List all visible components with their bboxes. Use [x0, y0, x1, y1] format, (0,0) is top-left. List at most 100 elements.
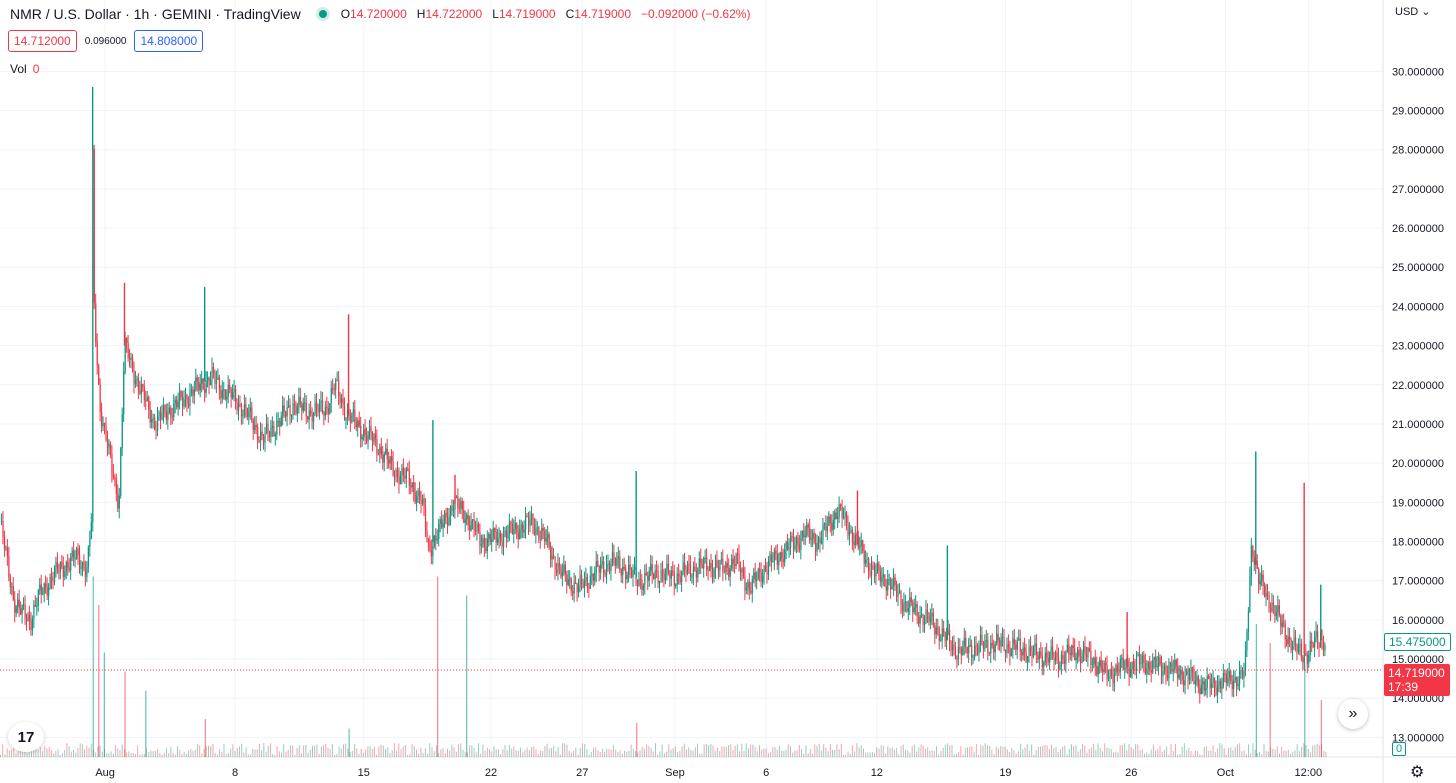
volume-bar: [606, 748, 608, 757]
candle-body: [664, 570, 667, 581]
candle-body: [1202, 681, 1204, 685]
candle-body: [1162, 671, 1164, 677]
ask-price-button[interactable]: 14.808000: [134, 30, 204, 52]
candle-body: [1315, 631, 1317, 638]
volume-bar: [816, 745, 818, 757]
volume-bar: [1248, 744, 1250, 757]
volume-bar: [256, 749, 258, 757]
volume-bar: [1124, 743, 1126, 757]
candle-body: [1056, 652, 1058, 657]
candle-body: [184, 394, 187, 400]
volume-bar: [362, 752, 364, 757]
y-tick-label: 25.000000: [1392, 262, 1444, 274]
candle-body: [922, 614, 924, 625]
candle-body: [879, 570, 882, 582]
volume-bar: [1316, 744, 1318, 757]
volume-bar: [871, 752, 873, 757]
candle-body: [798, 544, 801, 550]
candle-body: [661, 570, 664, 574]
candle-body: [809, 527, 811, 540]
volume-bar: [172, 752, 174, 757]
candle-body: [725, 562, 727, 572]
volume-bar: [53, 753, 55, 757]
candle-body: [99, 384, 101, 413]
volume-bar: [15, 753, 17, 757]
candle-body: [17, 599, 19, 607]
candle-body: [1256, 560, 1258, 569]
candle-body: [155, 430, 157, 432]
gear-icon[interactable]: ⚙: [1410, 764, 1425, 781]
candle-body: [0, 520, 3, 522]
volume-bar: [154, 750, 156, 757]
candle-body: [913, 607, 915, 613]
chevron-double-right-icon[interactable]: »: [1338, 699, 1368, 729]
candle-body: [906, 601, 908, 612]
candle-body: [974, 645, 976, 657]
candle-body: [386, 448, 388, 460]
volume-bar: [1263, 743, 1265, 757]
volume-bar: [814, 744, 816, 757]
candle-body: [391, 456, 393, 461]
candle-body: [1012, 638, 1014, 650]
candle-body: [1134, 668, 1136, 670]
candle-body: [1059, 664, 1061, 670]
volume-bar: [367, 746, 369, 757]
volume-bar: [978, 754, 980, 757]
candle-body: [1186, 670, 1188, 675]
candle-body: [257, 427, 259, 441]
candle-body: [1106, 665, 1108, 679]
volume-bar: [214, 753, 216, 757]
candle-body: [533, 524, 536, 535]
volume-bar: [776, 749, 778, 757]
candle-body: [686, 563, 689, 574]
symbol-title[interactable]: NMR / U.S. Dollar · 1h · GEMINI · Tradin…: [10, 6, 301, 22]
candle-body: [514, 523, 516, 530]
volume-bar: [35, 743, 37, 757]
currency-selector[interactable]: USD ⌄: [1395, 6, 1431, 18]
candle-body: [1212, 677, 1214, 684]
candle-body: [788, 547, 790, 550]
candle-body: [217, 377, 219, 380]
candle-body: [1138, 654, 1141, 665]
candle-body: [1084, 645, 1086, 655]
candle-body: [767, 560, 770, 575]
volume-bar: [1174, 744, 1176, 757]
candle-body: [769, 554, 771, 561]
candle-body: [1183, 680, 1185, 686]
candle-body: [1314, 637, 1316, 648]
candle-body: [127, 342, 129, 359]
candle-body: [285, 411, 287, 417]
volume-bar: [413, 746, 415, 757]
volume-bar: [1285, 750, 1287, 757]
volume-bar: [199, 745, 201, 757]
volume-bar: [537, 753, 539, 757]
tradingview-logo-icon[interactable]: 17: [8, 722, 44, 752]
volume-bar: [1070, 744, 1072, 757]
candle-body: [445, 512, 447, 518]
volume-bar: [1194, 750, 1196, 757]
volume-bar: [88, 747, 90, 757]
volume-bar: [1135, 744, 1137, 757]
volume-bar: [517, 750, 519, 757]
candle-body: [840, 504, 842, 507]
bar-countdown: 17:39: [1388, 680, 1419, 694]
volume-bar: [90, 743, 92, 757]
candle-body: [704, 557, 706, 559]
bid-price-button[interactable]: 14.712000: [8, 30, 77, 52]
volume-bar: [546, 743, 548, 757]
volume-bar: [265, 751, 267, 757]
candle-body: [803, 530, 805, 538]
volume-bar: [216, 754, 218, 757]
candle-body: [224, 389, 226, 400]
candle-body: [182, 397, 184, 407]
volume-bar: [75, 752, 77, 757]
volume-spike-bar: [1269, 643, 1271, 757]
candle-body: [494, 527, 496, 532]
volume-bar: [424, 748, 426, 757]
candle-body: [960, 648, 962, 655]
volume-bar: [396, 750, 398, 757]
candle-body: [324, 406, 327, 416]
volume-bar: [99, 745, 101, 757]
volume-bar: [126, 752, 128, 757]
